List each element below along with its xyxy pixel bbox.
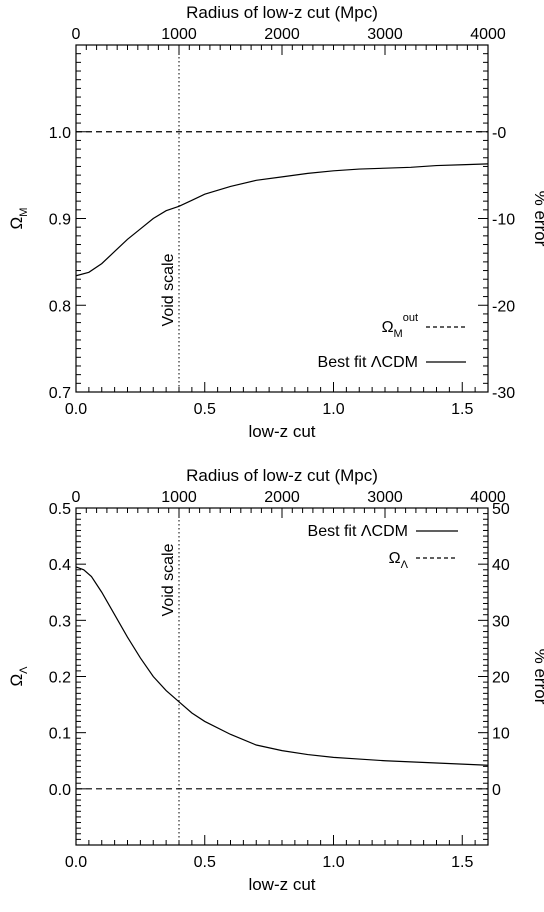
y-axis-title-sub: M (18, 208, 30, 217)
right-tick-label: -0 (492, 125, 506, 142)
y-axis-title-main: Ω (7, 674, 26, 687)
legend-label: ΩMout (382, 312, 418, 340)
legend-label-main: Ω (389, 550, 401, 567)
y-tick-label: 0.7 (49, 385, 71, 402)
y-axis-title: ΩM (7, 208, 30, 230)
legend-label-sub: Λ (401, 559, 409, 571)
y-tick-label: 0.2 (49, 670, 71, 687)
plot-frame (75, 44, 489, 393)
void-scale-label: Void scale (160, 543, 177, 616)
y-tick-label: 0.0 (49, 782, 71, 799)
right-tick-label: -10 (492, 212, 515, 229)
top-tick-label: 0 (72, 489, 81, 506)
legend-label: Best fit ΛCDM (308, 523, 408, 540)
y-tick-label: 1.0 (49, 125, 71, 142)
top-tick-label: 4000 (470, 489, 506, 506)
x-tick-label: 0.5 (194, 401, 216, 418)
right-tick-label: -20 (492, 298, 515, 315)
legend-label-sub: M (394, 328, 403, 340)
right-tick-label: -30 (492, 385, 515, 402)
legend-label-sup: out (403, 312, 418, 324)
top-tick-label: 2000 (264, 489, 300, 506)
x-axis-title: low-z cut (248, 422, 315, 441)
top-axis-title: Radius of low-z cut (Mpc) (186, 466, 378, 485)
y-axis-title: ΩΛ (7, 666, 30, 687)
legend-label: ΩΛ (389, 550, 409, 571)
y-tick-label: 0.3 (49, 613, 71, 630)
x-tick-label: 1.5 (451, 401, 473, 418)
legend: ΩMout Best fit ΛCDM (318, 312, 466, 371)
y-tick-label: 0.8 (49, 298, 71, 315)
y-axis-title-text: ΩM (7, 208, 30, 230)
right-tick-label: 20 (492, 670, 510, 687)
right-tick-label: 30 (492, 613, 510, 630)
right-tick-label: 50 (492, 501, 510, 518)
top-tick-label: 1000 (161, 489, 197, 506)
top-panel: 0.0 0.5 1.0 1.5 0.7 0.8 0.9 1.0 0 1000 2000 3000 400… (7, 3, 544, 441)
right-tick-label: 40 (492, 557, 510, 574)
right-axis-title: % error (531, 191, 544, 247)
void-scale-label: Void scale (160, 253, 177, 326)
axis-ticks (75, 507, 489, 846)
x-tick-label: 1.0 (322, 854, 344, 871)
right-axis-title: % error (531, 649, 544, 705)
x-tick-label: 1.0 (322, 401, 344, 418)
y-tick-label: 0.1 (49, 726, 71, 743)
top-tick-label: 1000 (161, 26, 197, 43)
legend-label-main: Ω (382, 319, 394, 336)
y-axis-title-main: Ω (7, 217, 26, 230)
y-tick-label: 0.9 (49, 212, 71, 229)
x-tick-label: 0.0 (65, 854, 87, 871)
top-tick-label: 3000 (367, 489, 403, 506)
legend-label: Best fit ΛCDM (318, 354, 418, 371)
right-tick-label: 0 (492, 782, 501, 799)
x-tick-label: 0.5 (194, 854, 216, 871)
x-axis-title: low-z cut (248, 875, 315, 894)
axis-ticks (75, 44, 489, 393)
x-tick-label: 0.0 (65, 401, 87, 418)
y-tick-label: 0.5 (49, 501, 71, 518)
top-tick-label: 0 (72, 26, 81, 43)
best-fit-line (75, 163, 489, 277)
top-tick-label: 4000 (470, 26, 506, 43)
best-fit-line (75, 566, 489, 766)
top-tick-label: 2000 (264, 26, 300, 43)
legend: Best fit ΛCDM ΩΛ (308, 523, 458, 571)
y-axis-title-text: ΩΛ (7, 666, 30, 687)
bottom-panel: 0.0 0.5 1.0 1.50.00.10.20.30.40.50 1000 2000 3… (7, 466, 544, 894)
x-tick-label: 1.5 (451, 854, 473, 871)
y-axis-title-sub: Λ (18, 666, 30, 674)
right-tick-label: 10 (492, 726, 510, 743)
top-axis-title: Radius of low-z cut (Mpc) (186, 3, 378, 22)
y-tick-label: 0.4 (49, 557, 71, 574)
top-tick-label: 3000 (367, 26, 403, 43)
